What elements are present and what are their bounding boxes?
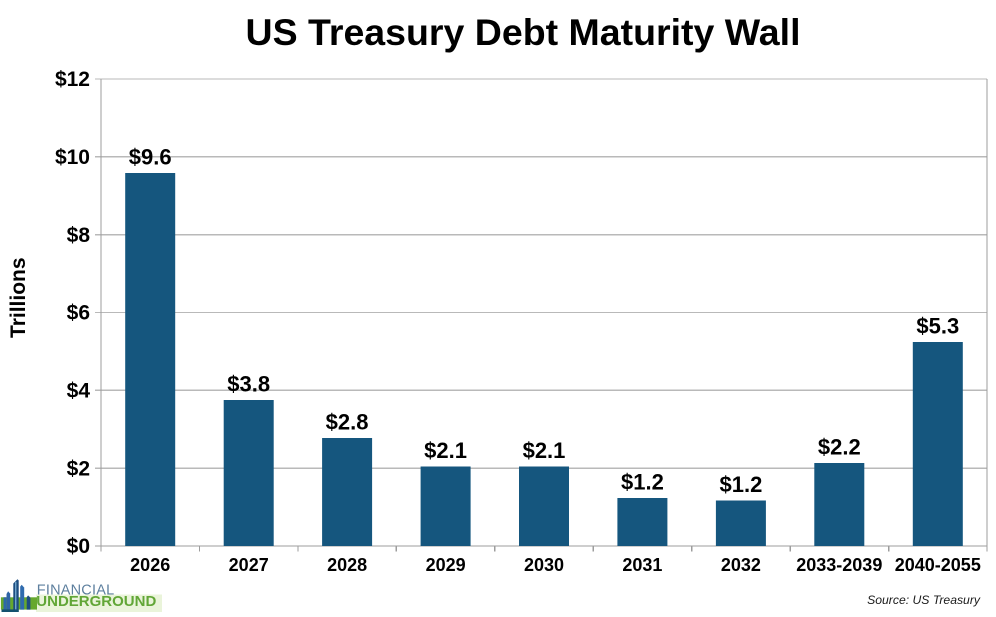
svg-text:2028: 2028 xyxy=(327,555,367,575)
svg-text:$1.2: $1.2 xyxy=(621,470,664,495)
svg-text:$4: $4 xyxy=(67,380,91,403)
svg-text:$10: $10 xyxy=(55,146,90,169)
svg-text:$12: $12 xyxy=(55,68,90,91)
svg-text:2027: 2027 xyxy=(229,555,269,575)
svg-text:US Treasury Debt Maturity Wall: US Treasury Debt Maturity Wall xyxy=(246,11,801,53)
svg-text:UNDERGROUND: UNDERGROUND xyxy=(36,593,156,610)
svg-text:$2: $2 xyxy=(67,457,90,480)
svg-text:$1.2: $1.2 xyxy=(719,472,762,497)
svg-text:$5.3: $5.3 xyxy=(916,314,959,339)
svg-text:2030: 2030 xyxy=(524,555,564,575)
svg-text:$2.1: $2.1 xyxy=(523,438,566,463)
svg-text:Trillions: Trillions xyxy=(7,257,30,338)
svg-text:$2.2: $2.2 xyxy=(818,435,861,460)
svg-text:$3.8: $3.8 xyxy=(227,372,270,397)
svg-text:$9.6: $9.6 xyxy=(129,145,172,170)
svg-text:2032: 2032 xyxy=(721,555,761,575)
svg-text:2026: 2026 xyxy=(130,555,170,575)
svg-text:2033-2039: 2033-2039 xyxy=(796,555,882,575)
svg-text:2031: 2031 xyxy=(622,555,662,575)
svg-text:$8: $8 xyxy=(67,224,91,247)
svg-text:Source: US Treasury: Source: US Treasury xyxy=(867,593,981,607)
svg-text:2040-2055: 2040-2055 xyxy=(895,555,981,575)
svg-text:2029: 2029 xyxy=(426,555,466,575)
svg-text:$0: $0 xyxy=(67,535,90,558)
svg-text:$6: $6 xyxy=(67,302,90,325)
svg-text:$2.8: $2.8 xyxy=(326,410,369,435)
svg-text:$2.1: $2.1 xyxy=(424,438,467,463)
svg-text:FINANCIAL: FINANCIAL xyxy=(37,583,115,599)
